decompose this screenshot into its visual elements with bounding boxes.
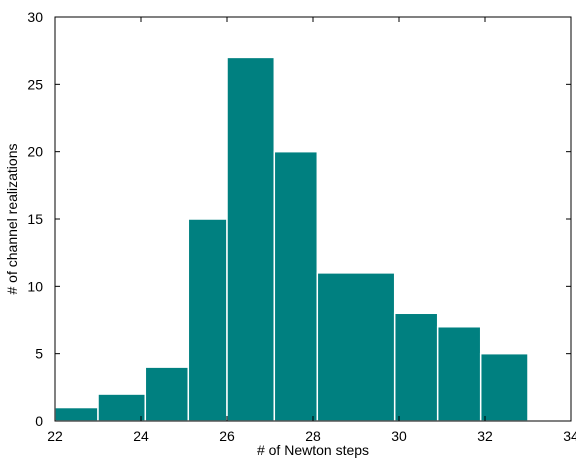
x-tick-label: 30 <box>391 428 407 444</box>
y-tick-label: 0 <box>35 413 43 429</box>
histogram-bar <box>54 406 99 422</box>
x-tick-label: 28 <box>305 428 321 444</box>
histogram-bar <box>226 56 276 422</box>
y-axis-label: # of channel realizations <box>4 144 20 295</box>
y-tick-label: 15 <box>27 211 43 227</box>
x-tick-label: 24 <box>133 428 149 444</box>
y-tick-label: 5 <box>35 346 43 362</box>
histogram-bar <box>316 272 396 422</box>
x-axis-ticks: 22 24 26 28 30 32 34 <box>47 17 576 444</box>
x-axis-label: # of Newton steps <box>257 442 369 458</box>
histogram-bar <box>144 366 190 422</box>
y-tick-label: 25 <box>27 76 43 92</box>
x-tick-label: 26 <box>219 428 235 444</box>
y-tick-label: 30 <box>27 9 43 25</box>
histogram-bar <box>479 352 529 422</box>
x-tick-label: 34 <box>563 428 576 444</box>
histogram-bar <box>436 325 482 422</box>
histogram-bar <box>393 312 439 422</box>
histogram-bar <box>273 150 319 422</box>
x-tick-label: 32 <box>477 428 493 444</box>
bars-group <box>54 56 529 422</box>
y-tick-label: 20 <box>27 144 43 160</box>
y-tick-label: 10 <box>27 278 43 294</box>
histogram-bar <box>97 393 147 422</box>
y-axis-ticks: 0 5 10 15 20 25 30 <box>27 9 571 429</box>
histogram-bar <box>187 218 228 422</box>
x-tick-label: 22 <box>47 428 63 444</box>
